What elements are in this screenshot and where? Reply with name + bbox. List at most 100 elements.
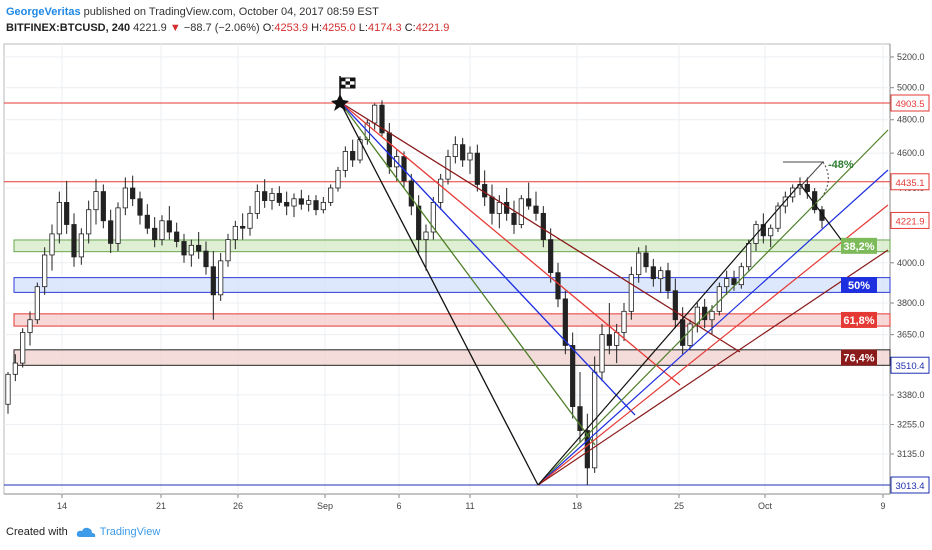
- price-axis: 5200.05000.04800.04600.04400.04000.03800…: [890, 52, 925, 459]
- price-label: 4435.1: [895, 178, 924, 189]
- candle-body: [115, 207, 121, 244]
- candle-body: [174, 231, 180, 242]
- fib-label-bg: [841, 277, 877, 294]
- gann-fan-lines: [339, 101, 889, 486]
- candle-body: [423, 231, 429, 240]
- x-tick-label: 11: [465, 501, 474, 511]
- candle-body: [262, 191, 268, 201]
- fib-zone: [13, 349, 891, 366]
- candle-body: [306, 200, 312, 205]
- candle-body: [100, 191, 106, 222]
- low-value: 4174.3: [367, 22, 402, 34]
- candle-body: [49, 233, 55, 256]
- candle-body: [386, 132, 392, 168]
- candle-body: [658, 270, 664, 280]
- tradingview-logo[interactable]: TradingView: [76, 526, 161, 538]
- fan-line: [339, 101, 539, 486]
- candle-body: [210, 266, 216, 296]
- candle-body: [12, 362, 18, 375]
- author-link[interactable]: GeorgeVeritas: [6, 6, 81, 18]
- fib-label: 50%: [848, 280, 870, 292]
- candle-body: [621, 310, 627, 333]
- candle-body: [452, 144, 458, 157]
- candle-body: [636, 252, 642, 276]
- fan-line: [339, 101, 596, 446]
- y-tick-label: 3800.0: [897, 298, 925, 308]
- y-tick-label: 5200.0: [897, 52, 925, 62]
- projection-triangle: [783, 161, 829, 201]
- candle-body: [570, 345, 576, 408]
- candle-body: [144, 214, 150, 229]
- candle-body: [489, 196, 495, 214]
- candle-body: [416, 205, 422, 240]
- x-tick-label: Oct: [758, 501, 773, 511]
- candle-body: [401, 156, 407, 182]
- price-label-box: [890, 173, 930, 191]
- candle-body: [665, 270, 671, 292]
- price-label-box: [890, 476, 930, 494]
- candle-body: [438, 178, 444, 203]
- candle-body: [526, 198, 532, 207]
- price-label-box: [890, 356, 930, 374]
- tradingview-brand: TradingView: [99, 526, 161, 538]
- candle-body: [628, 274, 634, 312]
- plot-frame: [3, 43, 891, 495]
- candle-body: [152, 227, 158, 240]
- candle-body: [350, 151, 356, 161]
- candle-body: [78, 233, 84, 258]
- low-label: L:: [358, 22, 368, 34]
- candle-body: [86, 209, 92, 235]
- candle-body: [166, 220, 172, 233]
- x-tick-label: 26: [233, 501, 243, 511]
- candle-body: [812, 191, 818, 211]
- price-label-box: [890, 211, 930, 229]
- candle-body: [130, 187, 136, 200]
- candle-body: [584, 430, 590, 469]
- y-tick-label: 3380.0: [897, 390, 925, 400]
- price-change: −88.7 (−2.06%): [183, 22, 260, 34]
- down-arrow-icon: ▼: [169, 22, 181, 34]
- x-tick-label: 9: [880, 501, 885, 511]
- candle-body: [64, 202, 70, 225]
- ohlc-line: BITFINEX:BTCUSD, 240 4221.9 ▼ −88.7 (−2.…: [6, 20, 449, 36]
- candle-body: [159, 220, 165, 240]
- candle-body: [320, 202, 326, 211]
- candle-body: [533, 205, 539, 214]
- price-labels: 4903.5 4435.1 4221.9 3510.4 3013.4: [890, 94, 930, 494]
- candle-body: [5, 373, 11, 405]
- candle-body: [269, 192, 275, 201]
- candles-layer: [5, 100, 825, 486]
- candle-body: [196, 244, 202, 252]
- candle-body: [643, 252, 649, 268]
- candle-body: [555, 272, 561, 300]
- open-label: O:: [262, 22, 275, 34]
- candle-body: [225, 239, 231, 262]
- candle-body: [548, 239, 554, 274]
- high-label: H:: [311, 22, 323, 34]
- candle-body: [731, 278, 737, 286]
- fan-line: [339, 101, 636, 416]
- candle-body: [218, 260, 224, 296]
- price-label: 3510.4: [895, 361, 924, 372]
- x-tick-label: 25: [674, 501, 684, 511]
- high-value: 4255.0: [322, 22, 356, 34]
- symbol-label[interactable]: BITFINEX:BTCUSD, 240: [6, 22, 131, 34]
- candle-body: [27, 319, 33, 333]
- candle-body: [408, 180, 414, 207]
- candle-body: [122, 187, 128, 209]
- candle-body: [650, 266, 656, 280]
- candle-body: [42, 254, 48, 288]
- candle-body: [313, 200, 319, 211]
- candle-body: [474, 152, 480, 185]
- candle-body: [203, 250, 209, 268]
- fib-zone: [13, 277, 891, 293]
- candle-body: [540, 212, 546, 240]
- y-tick-label: 3135.0: [897, 449, 925, 459]
- created-with-text: Created with: [6, 526, 68, 538]
- grid-layer: [4, 44, 890, 494]
- candle-body: [430, 202, 436, 233]
- published-text: published on TradingView.com, October 04…: [83, 6, 379, 18]
- last-price: 4221.9: [133, 22, 167, 34]
- candle-body: [188, 244, 194, 256]
